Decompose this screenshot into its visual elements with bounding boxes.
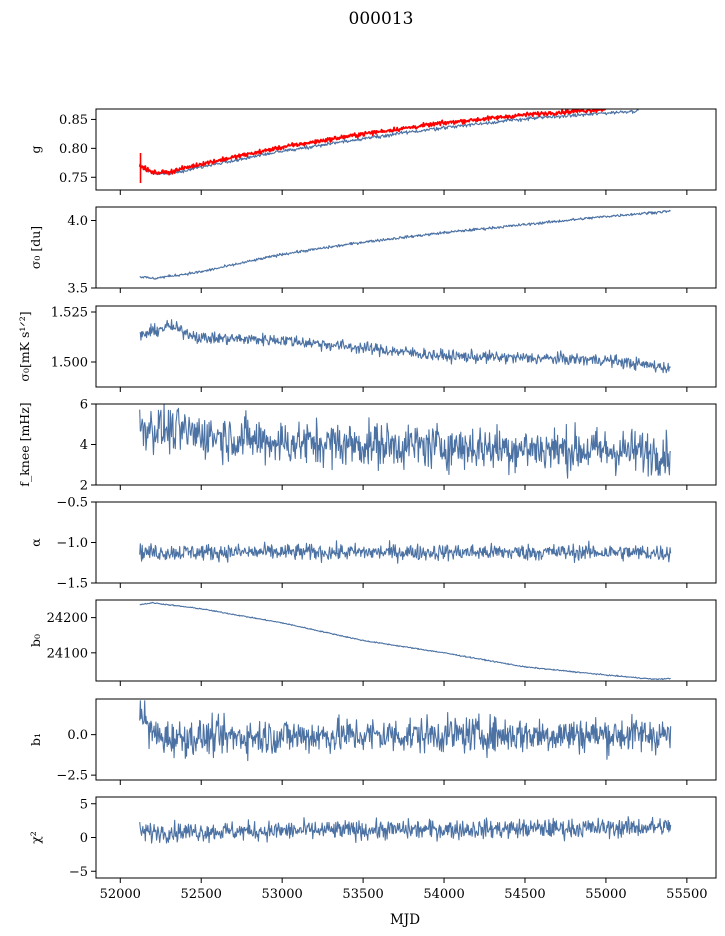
y-axis-label: σ₀ [du] — [28, 226, 43, 269]
subplot-frame — [95, 599, 717, 682]
x-tick-label: 54000 — [423, 887, 464, 902]
y-tick-label: −1.0 — [56, 536, 88, 551]
subplot-frame — [95, 698, 717, 781]
y-tick-label: −0.5 — [56, 496, 88, 511]
subplot-3: 1.500 1.525 σ₀[mK s¹ᐟ²] — [17, 305, 717, 392]
y-axis-label: f_knee [mHz] — [17, 402, 32, 486]
y-tick-label: 1.500 — [51, 356, 88, 371]
y-tick-label: 4 — [80, 438, 88, 453]
y-tick-label: 6 — [80, 398, 88, 413]
series-line-1 — [139, 109, 639, 176]
y-axis-label: α — [28, 538, 43, 547]
series-line-1 — [139, 601, 671, 681]
y-tick-label: 24200 — [47, 611, 88, 626]
series-line-1 — [139, 816, 672, 844]
y-tick-label: −2.5 — [56, 769, 88, 784]
y-axis-label: b₁ — [28, 733, 43, 746]
y-tick-label: 24100 — [47, 646, 88, 661]
x-tick-label: 52000 — [100, 887, 141, 902]
subplot-1: 0.75 0.80 0.85 g — [28, 108, 717, 195]
subplot-6: 24100 24200 b₀ — [28, 599, 717, 686]
subplot-frame — [95, 305, 717, 388]
y-axis-label: b₀ — [28, 634, 43, 647]
series-line-1 — [139, 404, 672, 479]
series-line-1 — [139, 319, 671, 374]
y-axis-label: g — [28, 145, 43, 153]
x-tick-label: 55500 — [666, 887, 707, 902]
series-line-2 — [138, 109, 607, 176]
subplot-frame — [95, 501, 717, 584]
y-tick-label: 5 — [80, 797, 88, 812]
y-tick-label: 0 — [80, 831, 88, 846]
subplot-5: −1.5 −1.0 −0.5 α — [28, 496, 717, 592]
subplot-frame — [95, 108, 717, 191]
y-tick-label: 2 — [80, 479, 88, 494]
y-tick-label: 1.525 — [51, 306, 88, 321]
subplot-7: −2.5 0.0 b₁ — [28, 698, 717, 785]
x-tick-label: 53000 — [261, 887, 302, 902]
y-tick-label: 0.80 — [59, 142, 88, 157]
y-tick-label: −1.5 — [56, 577, 88, 592]
y-axis-label: σ₀[mK s¹ᐟ²] — [17, 311, 32, 381]
y-tick-label: 3.5 — [67, 282, 88, 297]
x-tick-label: 52500 — [181, 887, 222, 902]
x-axis-label: MJD — [390, 912, 420, 928]
y-tick-label: −5 — [69, 865, 88, 880]
subplot-frame — [95, 796, 717, 879]
series-line-1 — [139, 209, 671, 280]
x-tick-label: 55000 — [585, 887, 626, 902]
subplot-frame — [95, 206, 717, 289]
figure-title: 000013 — [349, 9, 414, 29]
y-tick-label: 0.0 — [67, 728, 88, 743]
subplot-stack: 0.75 0.80 0.85 g 3.5 4.0 σ₀ [du] 1.500 1.525 σ₀[m… — [17, 108, 717, 883]
subplot-8: −5 0 5 χ² — [28, 796, 717, 883]
series-line-1 — [139, 540, 672, 564]
y-axis-label: χ² — [28, 831, 43, 844]
y-tick-label: 4.0 — [67, 214, 88, 229]
x-axis: 52000 52500 53000 53500 54000 54500 55000 55500 — [100, 887, 708, 902]
subplot-2: 3.5 4.0 σ₀ [du] — [28, 206, 717, 297]
y-tick-label: 0.75 — [59, 171, 88, 186]
series-line-1 — [139, 700, 672, 762]
x-tick-label: 54500 — [504, 887, 545, 902]
x-tick-label: 53500 — [342, 887, 383, 902]
subplot-4: 2 4 6 f_knee [mHz] — [17, 398, 717, 494]
y-tick-label: 0.85 — [59, 113, 88, 128]
